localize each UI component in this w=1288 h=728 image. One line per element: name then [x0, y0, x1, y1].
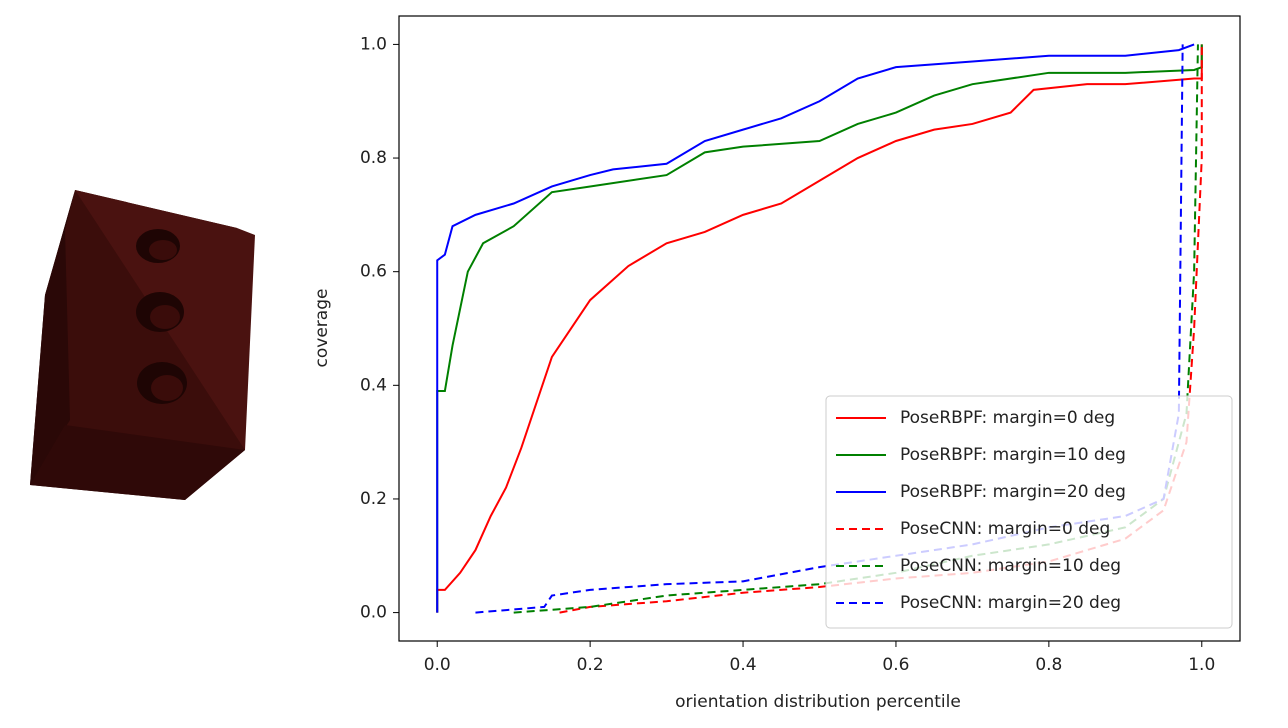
- legend-label: PoseCNN: margin=10 deg: [900, 556, 1121, 576]
- x-tick-label: 0.8: [1035, 655, 1062, 675]
- y-tick-label: 0.2: [360, 489, 387, 509]
- y-tick-label: 0.8: [360, 148, 387, 168]
- x-axis-label: orientation distribution percentile: [675, 692, 961, 712]
- x-tick-label: 0.0: [424, 655, 451, 675]
- x-tick-label: 0.6: [882, 655, 909, 675]
- legend-label: PoseCNN: margin=20 deg: [900, 593, 1121, 613]
- legend-label: PoseRBPF: margin=0 deg: [900, 408, 1115, 428]
- series-line: [559, 44, 1203, 614]
- series-line: [436, 44, 1203, 613]
- legend: PoseRBPF: margin=0 deg PoseRBPF: margin=1…: [825, 395, 1233, 629]
- y-axis-label: coverage: [312, 289, 332, 368]
- x-tick-label: 0.4: [730, 655, 757, 675]
- brick-illustration: [30, 190, 255, 500]
- legend-box: [825, 395, 1233, 629]
- y-tick-label: 0.4: [360, 375, 387, 395]
- legend-label: PoseRBPF: margin=20 deg: [900, 482, 1126, 502]
- y-tick-label: 1.0: [360, 34, 387, 54]
- plot-frame: [398, 15, 1241, 642]
- series-line: [436, 43, 1195, 613]
- legend-label: PoseCNN: margin=0 deg: [900, 519, 1110, 539]
- y-tick-label: 0.6: [360, 262, 387, 282]
- series-line: [436, 44, 1203, 613]
- x-tick-label: 0.2: [577, 655, 604, 675]
- x-tick-label: 1.0: [1188, 655, 1215, 675]
- y-tick-label: 0.0: [360, 603, 387, 623]
- legend-label: PoseRBPF: margin=10 deg: [900, 445, 1126, 465]
